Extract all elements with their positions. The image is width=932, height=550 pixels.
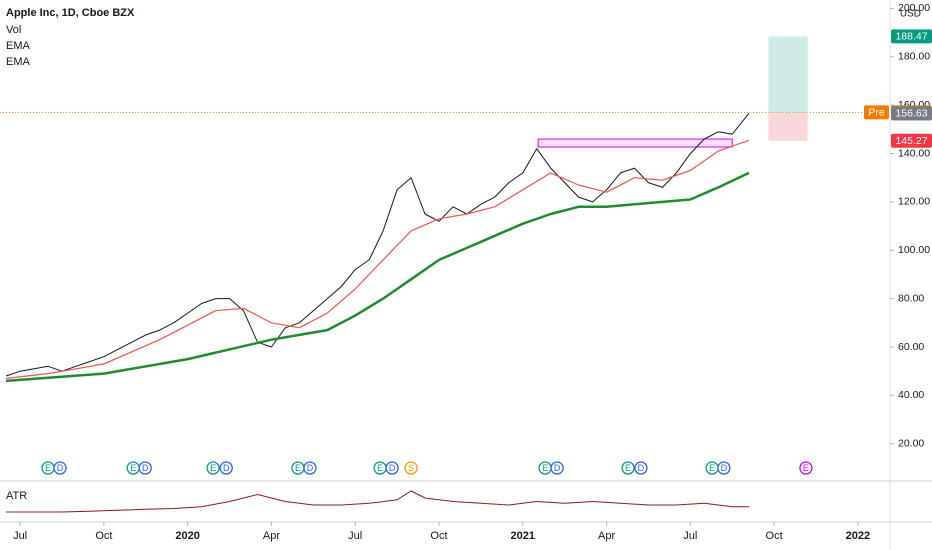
x-tick-label: 2022 [846, 530, 870, 542]
event-marker [621, 461, 635, 475]
event-label: E [709, 463, 715, 473]
event-label: S [408, 463, 414, 473]
y-tick-label: 120.00 [898, 196, 930, 208]
event-label: D [638, 463, 645, 473]
event-marker [138, 461, 152, 475]
x-tick-label: Apr [598, 530, 615, 542]
price-label-tag: Pre [868, 107, 885, 119]
indicator-label: EMA [6, 40, 31, 52]
event-label: E [803, 463, 809, 473]
event-label: E [210, 463, 216, 473]
event-marker [634, 461, 648, 475]
series-line [6, 139, 750, 379]
x-tick-label: 2021 [511, 530, 535, 542]
event-marker [303, 461, 317, 475]
event-label: E [377, 463, 383, 473]
event-label: D [554, 463, 561, 473]
event-label: D [223, 463, 230, 473]
x-tick-label: Jul [13, 530, 27, 542]
x-tick-label: Oct [766, 530, 783, 542]
event-marker [53, 461, 67, 475]
event-marker [717, 461, 731, 475]
price-label-box [891, 133, 932, 148]
event-marker [219, 461, 233, 475]
currency: USD [900, 9, 921, 20]
price-label: 145.27 [895, 135, 927, 147]
price-label: 156.63 [895, 108, 927, 120]
atr-line [6, 490, 749, 513]
event-label: D [142, 463, 149, 473]
price-label-box [891, 29, 932, 44]
event-label: E [542, 463, 548, 473]
chart-title: Apple Inc, 1D, Cboe BZX [6, 7, 135, 19]
indicator-label: Vol [6, 24, 21, 36]
event-marker [206, 461, 220, 475]
indicator-label: EMA [6, 56, 31, 68]
event-marker [385, 461, 399, 475]
y-tick-label: 200.00 [898, 2, 930, 14]
series-line [6, 171, 750, 383]
x-tick-label: Jul [683, 530, 697, 542]
event-label: D [307, 463, 314, 473]
x-tick-label: Oct [430, 530, 447, 542]
event-marker [550, 461, 564, 475]
y-tick-label: 40.00 [898, 389, 924, 401]
event-label: E [45, 463, 51, 473]
event-marker [404, 461, 418, 475]
y-tick-label: 60.00 [898, 341, 924, 353]
position-target [768, 36, 808, 114]
y-tick-label: 100.00 [898, 244, 930, 256]
position-stop [768, 113, 808, 141]
event-label: D [721, 463, 728, 473]
x-tick-label: Oct [95, 530, 112, 542]
event-label: D [57, 463, 64, 473]
y-tick-label: 80.00 [898, 292, 924, 304]
atr-label: ATR [6, 490, 27, 502]
x-tick-label: Apr [263, 530, 280, 542]
y-tick-label: 180.00 [898, 51, 930, 63]
series-line [5, 112, 750, 377]
price-label-box [891, 106, 932, 121]
x-tick-label: 2020 [175, 530, 199, 542]
event-label: D [389, 463, 396, 473]
event-label: E [625, 463, 631, 473]
y-tick-label: 140.00 [898, 147, 930, 159]
price-label: 188.47 [895, 31, 927, 43]
y-tick-label: 20.00 [898, 438, 924, 450]
range-box [537, 138, 733, 148]
x-tick-label: Jul [348, 530, 362, 542]
event-label: E [130, 463, 136, 473]
price-label-tag-box [864, 105, 889, 120]
event-label: E [295, 463, 301, 473]
event-marker [799, 461, 813, 475]
